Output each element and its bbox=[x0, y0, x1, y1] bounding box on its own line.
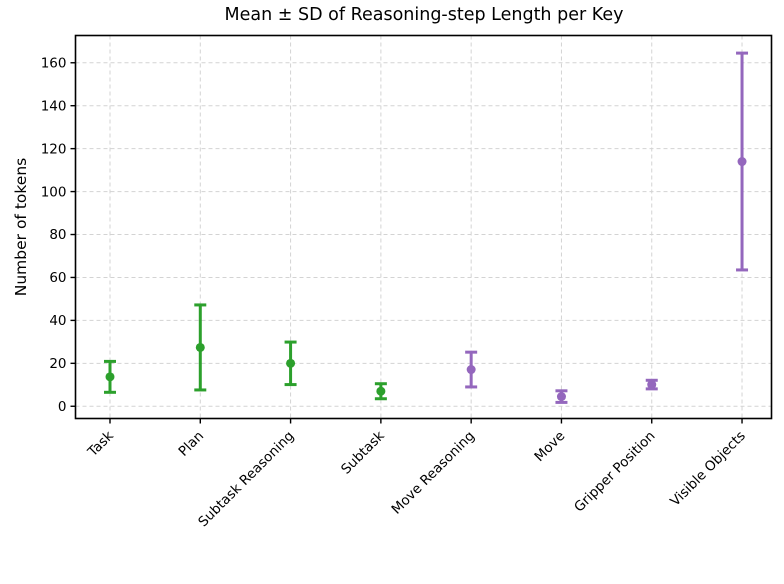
x-tick-label: Gripper Position bbox=[571, 428, 658, 515]
x-tick-label: Visible Objects bbox=[667, 428, 749, 510]
mean-marker bbox=[286, 358, 296, 368]
y-axis-label: Number of tokens bbox=[12, 157, 30, 297]
y-tick-label: 160 bbox=[41, 55, 67, 71]
x-tick-label: Plan bbox=[175, 428, 207, 460]
mean-marker bbox=[647, 380, 657, 390]
chart-title: Mean ± SD of Reasoning-step Length per K… bbox=[224, 5, 624, 25]
y-tick-label: 60 bbox=[49, 270, 66, 286]
mean-marker bbox=[195, 342, 205, 352]
y-tick-label: 100 bbox=[41, 184, 67, 200]
mean-marker bbox=[556, 392, 566, 402]
y-tick-label: 140 bbox=[41, 98, 67, 114]
y-tick-label: 120 bbox=[41, 141, 67, 157]
plot-border bbox=[74, 34, 773, 420]
y-tick-label: 0 bbox=[58, 399, 67, 415]
mean-marker bbox=[737, 157, 747, 167]
y-tick-label: 20 bbox=[49, 356, 66, 372]
x-tick-label: Move bbox=[531, 428, 568, 465]
y-tick-label: 80 bbox=[49, 227, 66, 243]
x-tick-label: Subtask bbox=[338, 428, 388, 478]
mean-marker bbox=[466, 365, 476, 375]
x-tick-label: Subtask Reasoning bbox=[195, 428, 297, 530]
x-tick-label: Move Reasoning bbox=[388, 428, 478, 518]
x-tick-label: Task bbox=[84, 428, 117, 461]
mean-marker bbox=[105, 372, 115, 382]
y-tick-label: 40 bbox=[49, 313, 66, 329]
mean-marker bbox=[376, 386, 386, 396]
